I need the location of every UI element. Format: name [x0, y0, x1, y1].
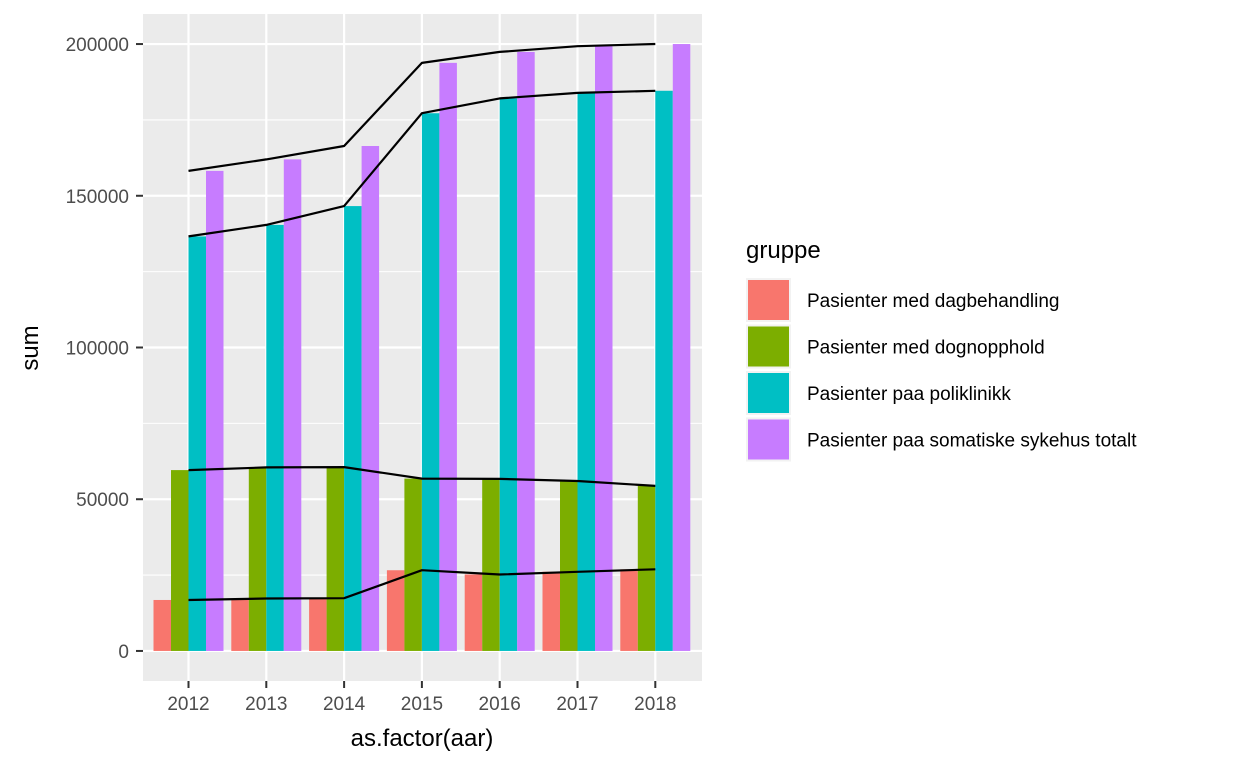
bar [577, 92, 595, 651]
x-axis-title: as.factor(aar) [351, 725, 494, 752]
trend-lines [188, 42, 656, 602]
y-axis: 0 50000 100000 150000 200000 [66, 35, 143, 663]
legend-key [748, 326, 789, 367]
legend-title: gruppe [746, 237, 821, 264]
bar [482, 478, 500, 651]
trend-line [188, 42, 656, 172]
bar [309, 598, 327, 651]
bar [344, 206, 362, 651]
bar [517, 51, 535, 651]
y-tick-label: 50000 [76, 490, 129, 511]
x-tick-label: 2014 [323, 694, 366, 715]
y-tick-label: 150000 [66, 187, 129, 208]
bar [464, 574, 483, 651]
trend-line [188, 466, 656, 487]
x-tick-label: 2017 [556, 694, 598, 715]
y-tick-label: 200000 [66, 35, 129, 56]
legend-label: Pasienter paa poliklinikk [807, 384, 1011, 405]
x-axis: 2012 2013 2014 2015 2016 2017 2018 [167, 681, 676, 715]
bar [231, 598, 249, 651]
legend-key [748, 373, 789, 413]
bar [404, 478, 422, 651]
bar [672, 44, 691, 651]
bar [283, 159, 302, 651]
x-tick-label: 2018 [634, 694, 676, 715]
x-tick-label: 2016 [479, 694, 521, 715]
bar [421, 113, 440, 651]
bar [188, 236, 206, 651]
bar [248, 467, 267, 651]
bar [655, 90, 673, 651]
bar [153, 599, 171, 651]
bar [326, 467, 345, 651]
legend-label: Pasienter med dagbehandling [807, 291, 1059, 312]
legend-key [748, 280, 789, 320]
bar [595, 46, 613, 651]
y-tick-label: 0 [118, 642, 129, 663]
bar [637, 485, 656, 651]
bar [266, 224, 284, 651]
bar [620, 569, 638, 651]
y-tick-label: 100000 [66, 339, 129, 360]
bars [153, 44, 691, 651]
x-tick-label: 2013 [245, 694, 287, 715]
trend-line [188, 89, 656, 238]
y-axis-title: sum [17, 325, 44, 370]
bar [171, 470, 189, 651]
legend-label: Pasienter paa somatiske sykehus totalt [807, 431, 1137, 452]
bar [542, 571, 560, 651]
trend-line [188, 568, 656, 602]
legend: gruppe Pasienter med dagbehandling Pasien… [746, 237, 1137, 462]
legend-key [748, 419, 789, 460]
bar [361, 146, 380, 651]
bar [206, 170, 224, 651]
bar [386, 570, 405, 651]
bar [499, 98, 518, 651]
x-tick-label: 2012 [167, 694, 209, 715]
bar [439, 62, 457, 651]
bar [560, 481, 578, 651]
x-tick-label: 2015 [401, 694, 443, 715]
legend-label: Pasienter med dognopphold [807, 338, 1045, 359]
